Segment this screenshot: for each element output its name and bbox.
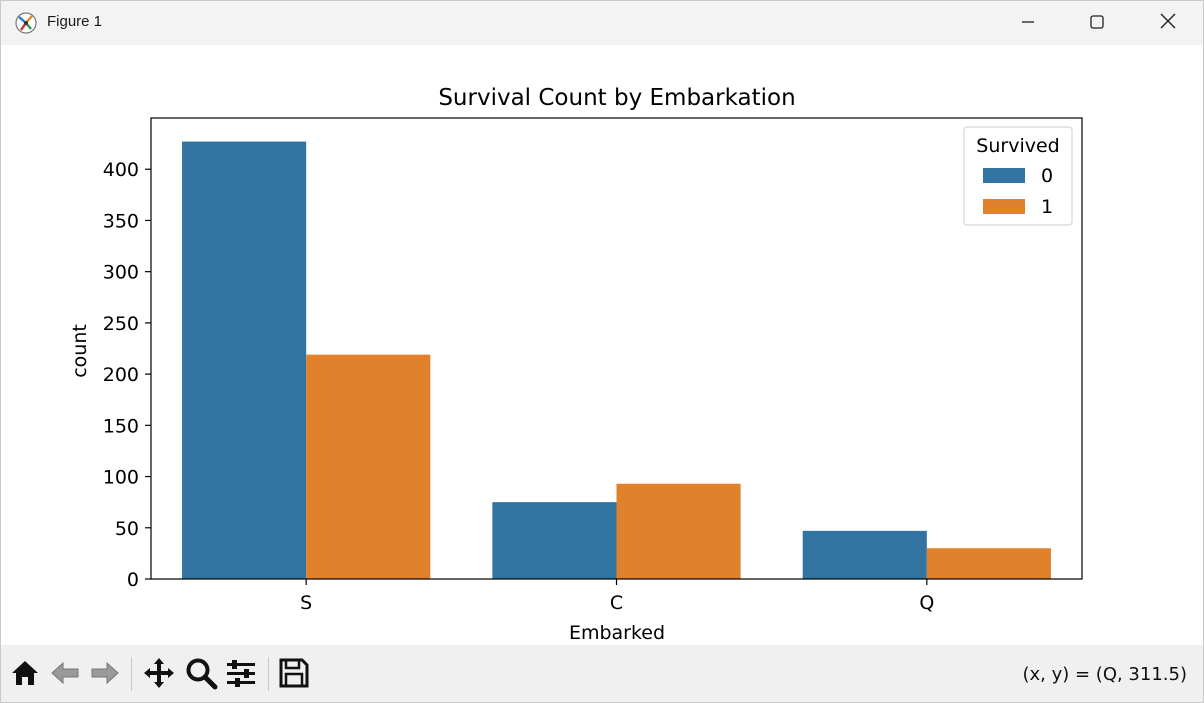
x-tick-label: C	[610, 592, 623, 614]
cursor-coordinates: (x, y) = (Q, 311.5)	[1022, 664, 1187, 685]
chart-title: Survival Count by Embarkation	[438, 85, 795, 111]
app-icon	[14, 11, 38, 35]
forward-button[interactable]	[87, 657, 123, 693]
bar-Q-survived-0	[802, 530, 927, 579]
bar-S-survived-0	[182, 141, 307, 579]
home-icon	[9, 657, 41, 693]
forward-icon	[89, 657, 121, 693]
y-tick-label: 150	[103, 415, 139, 437]
zoom-button[interactable]	[183, 657, 219, 693]
y-tick-label: 300	[103, 262, 139, 284]
y-tick-label: 250	[103, 313, 139, 335]
toolbar-separator	[268, 657, 269, 691]
minimize-icon	[1021, 14, 1035, 33]
legend-swatch-0	[983, 168, 1025, 183]
legend-title: Survived	[976, 135, 1059, 157]
maximize-icon	[1090, 14, 1104, 33]
save-button[interactable]	[276, 657, 312, 693]
y-tick-label: 100	[103, 467, 139, 489]
plot-frame	[150, 117, 1083, 580]
x-tick-label: Q	[919, 592, 934, 614]
legend: Survived 0 1	[963, 126, 1073, 226]
bar-C-survived-1	[616, 483, 741, 579]
y-tick-label: 50	[115, 518, 139, 540]
window-title: Figure 1	[47, 13, 103, 30]
y-tick-label: 200	[103, 364, 139, 386]
navigation-toolbar: (x, y) = (Q, 311.5)	[1, 645, 1203, 702]
y-tick-label: 400	[103, 159, 139, 181]
bar-Q-survived-1	[926, 548, 1051, 579]
bar-S-survived-1	[306, 354, 431, 579]
configure-subplots-button[interactable]	[223, 657, 259, 693]
toolbar-separator	[131, 657, 132, 691]
close-icon	[1160, 13, 1176, 33]
figure-canvas[interactable]: Survival Count by Embarkation 0 50 100 150 2…	[1, 45, 1203, 645]
zoom-icon	[184, 656, 218, 694]
bar-chart: Survival Count by Embarkation 0 50 100 150 2…	[69, 85, 1083, 644]
title-bar[interactable]: Figure 1	[1, 1, 1203, 45]
close-button[interactable]	[1145, 1, 1191, 45]
x-axis-label: Embarked	[569, 622, 665, 644]
minimize-button[interactable]	[1005, 1, 1051, 45]
maximize-button[interactable]	[1074, 1, 1120, 45]
x-tick-label: S	[300, 592, 312, 614]
back-button[interactable]	[47, 657, 83, 693]
bar-C-survived-0	[492, 502, 617, 579]
save-icon	[278, 657, 310, 693]
pan-button[interactable]	[141, 657, 177, 693]
home-button[interactable]	[7, 657, 43, 693]
legend-swatch-1	[983, 199, 1025, 214]
y-tick-label: 0	[127, 569, 139, 591]
legend-label-1: 1	[1041, 196, 1053, 218]
y-tick-label: 350	[103, 210, 139, 232]
y-axis-label: count	[69, 324, 91, 378]
back-icon	[49, 657, 81, 693]
legend-label-0: 0	[1041, 165, 1053, 187]
configure-subplots-icon	[224, 656, 258, 694]
pan-icon	[142, 656, 176, 694]
